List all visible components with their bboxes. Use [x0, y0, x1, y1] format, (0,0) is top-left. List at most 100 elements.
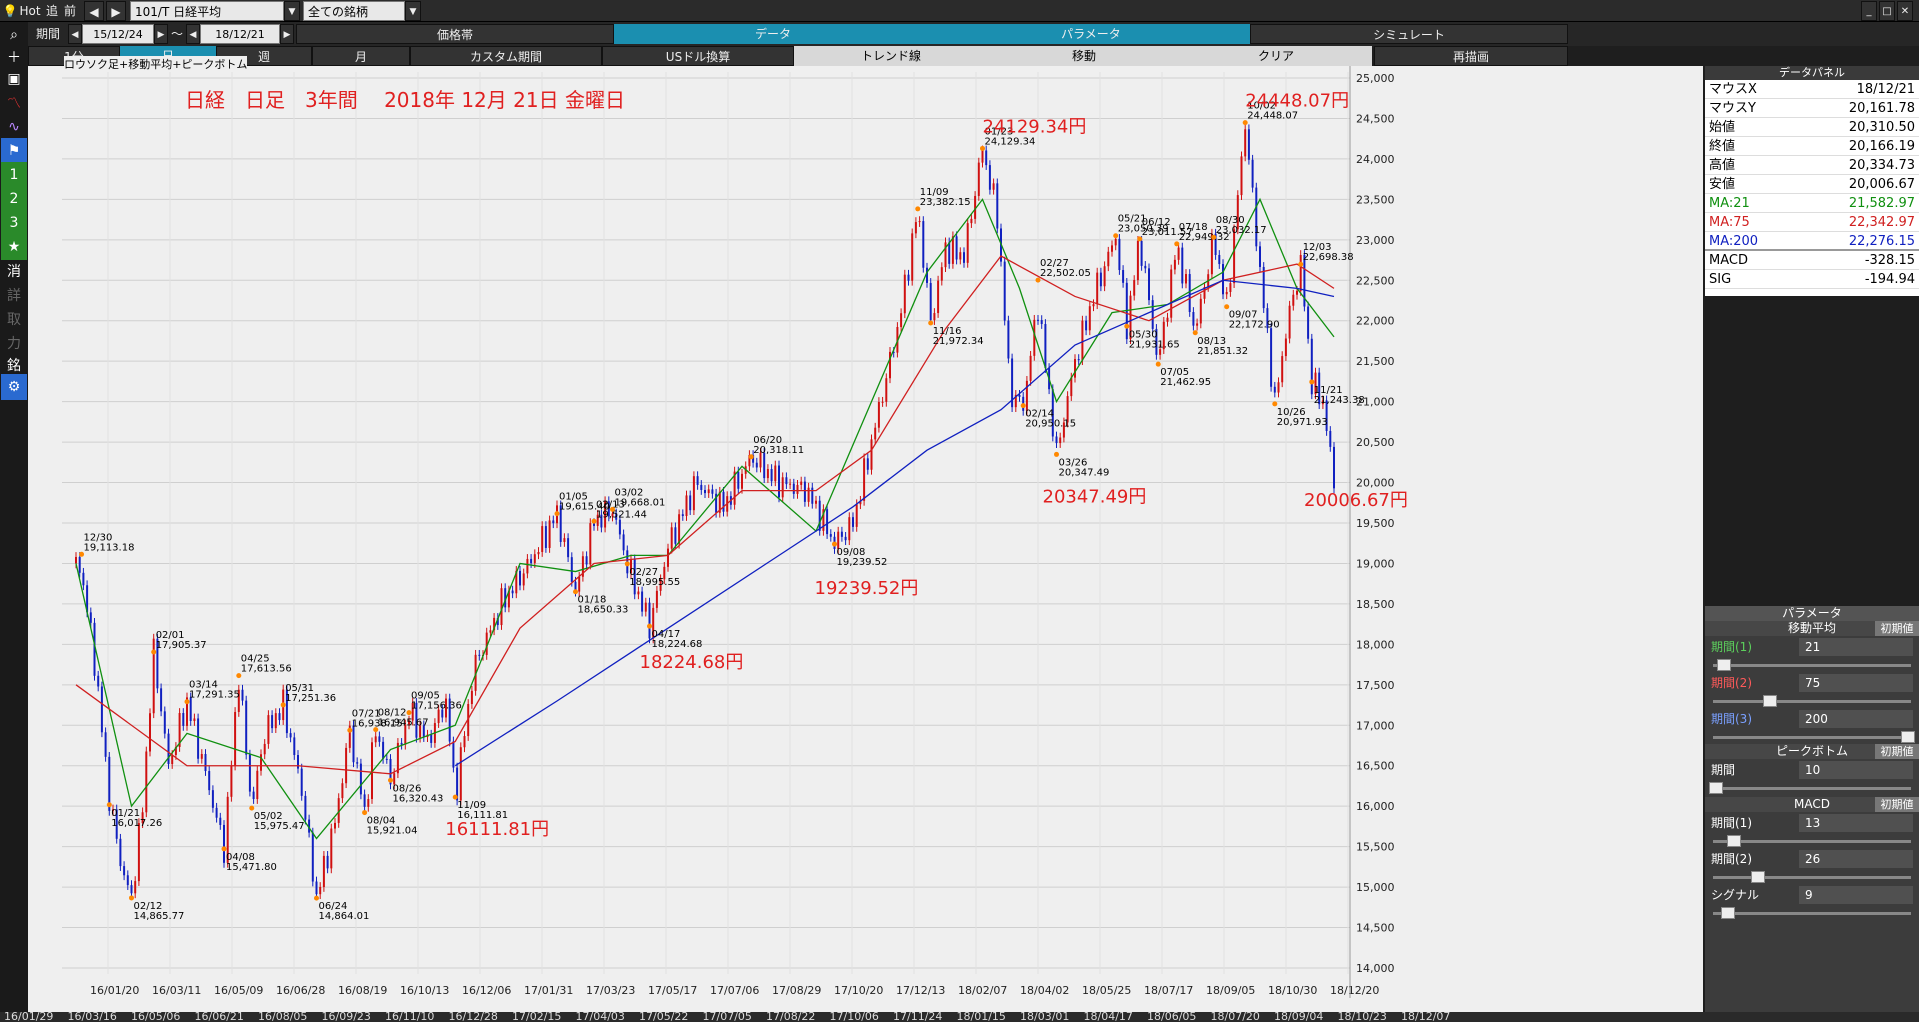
ma-period-1-input[interactable]: 21: [1799, 638, 1913, 656]
candle-body: [515, 570, 518, 594]
erase-button[interactable]: 消: [7, 264, 21, 280]
tab-simulate[interactable]: シミュレート: [1250, 24, 1568, 44]
custom-period-button[interactable]: カスタム期間: [410, 46, 602, 66]
candle-body: [134, 881, 137, 894]
ma-period-3-slider[interactable]: [1705, 730, 1919, 744]
candle-body: [1096, 272, 1099, 305]
macd-init-button[interactable]: 初期値: [1875, 797, 1919, 812]
wave-icon[interactable]: ∿: [8, 119, 20, 135]
trendline-button[interactable]: トレンド線: [794, 46, 988, 66]
nav-button-1[interactable]: 追: [45, 4, 58, 18]
ma-period-2-input[interactable]: 75: [1799, 674, 1913, 692]
data-row-key: 安値: [1709, 177, 1736, 192]
trade-button[interactable]: 取: [7, 312, 21, 328]
tab-data[interactable]: データ: [614, 24, 932, 44]
macd-period-2-slider[interactable]: [1705, 870, 1919, 884]
nav-button-2[interactable]: 前: [63, 4, 76, 18]
symbol-field[interactable]: 101/T 日経平均: [130, 1, 284, 21]
data-row-value: 20,166.19: [1848, 139, 1915, 154]
x-tick-label: 18/05/25: [1082, 984, 1131, 997]
trough-marker: [1309, 379, 1315, 385]
peak-date-label: 04/25: [241, 654, 270, 665]
stock-button[interactable]: 銘: [7, 358, 21, 374]
macd-period-1-slider[interactable]: [1705, 834, 1919, 848]
plus-icon[interactable]: ＋: [7, 50, 21, 66]
ma-init-button[interactable]: 初期値: [1875, 621, 1919, 636]
y-tick-label: 16,000: [1356, 800, 1395, 813]
candle-body: [892, 351, 895, 353]
peak-marker: [1298, 261, 1304, 267]
peakbottom-init-button[interactable]: 初期値: [1875, 744, 1919, 759]
candlestick-chart[interactable]: 25,000 24,500 24,000 23,500 23,000 22,500 22,0…: [28, 66, 1703, 1012]
candle-body: [981, 150, 984, 163]
detail-button[interactable]: 詳: [7, 288, 21, 304]
bulb-icon[interactable]: 💡: [2, 4, 18, 18]
power-button[interactable]: 力: [7, 336, 21, 352]
prev-arrow-icon[interactable]: ◀: [84, 1, 104, 21]
camera-icon[interactable]: ▣: [7, 71, 21, 87]
candle-body: [552, 520, 555, 524]
search-icon[interactable]: ⌕: [10, 27, 18, 43]
start-next-icon[interactable]: ▶: [154, 24, 168, 44]
move-button[interactable]: 移動: [988, 46, 1180, 66]
layout-3-button[interactable]: 3: [1, 210, 27, 236]
start-date-field[interactable]: 15/12/24: [82, 24, 154, 44]
candle-body: [585, 556, 588, 565]
ma-period-2-slider[interactable]: [1705, 694, 1919, 708]
y-tick-label: 23,000: [1356, 234, 1395, 247]
end-next-icon[interactable]: ▶: [280, 24, 294, 44]
date-scrollbar[interactable]: 16/01/29 16/03/16 16/05/06 16/06/21 16/08/05…: [0, 1012, 1919, 1022]
timeframe-month[interactable]: 月: [312, 46, 410, 66]
chart-icon[interactable]: 〽: [7, 96, 21, 112]
layout-1-button[interactable]: 1: [1, 162, 27, 188]
candle-body: [1255, 187, 1258, 247]
trough-value-label: 16,017.26: [111, 818, 162, 829]
candle-body: [152, 638, 155, 714]
candle-body: [1281, 356, 1284, 383]
candle-body: [356, 762, 359, 764]
hot-button[interactable]: Hot: [19, 4, 41, 18]
candle-body: [137, 823, 140, 882]
maximize-icon[interactable]: □: [1879, 1, 1895, 21]
close-icon[interactable]: ✕: [1897, 1, 1913, 21]
tab-price-band[interactable]: 価格帯: [296, 24, 614, 44]
filter-select[interactable]: 全ての銘柄: [303, 1, 405, 21]
candle-body: [611, 513, 614, 517]
next-arrow-icon[interactable]: ▶: [106, 1, 126, 21]
layout-2-button[interactable]: 2: [1, 186, 27, 212]
end-prev-icon[interactable]: ◀: [186, 24, 200, 44]
minimize-icon[interactable]: _: [1861, 1, 1877, 21]
flag-icon[interactable]: ⚑: [1, 138, 27, 164]
data-row: マウスY 20,161.78: [1705, 99, 1919, 118]
macd-period-2-input[interactable]: 26: [1799, 850, 1913, 868]
peakbottom-period-input[interactable]: 10: [1799, 761, 1913, 779]
clear-button[interactable]: クリア: [1180, 46, 1372, 66]
tab-parameters[interactable]: パラメータ: [932, 24, 1250, 44]
trough-marker: [1054, 451, 1059, 457]
candle-body: [681, 514, 684, 517]
start-prev-icon[interactable]: ◀: [68, 24, 82, 44]
trough-value-label: 21,972.34: [933, 336, 984, 347]
macd-period-1-input[interactable]: 13: [1799, 814, 1913, 832]
candle-body: [1181, 247, 1184, 284]
end-date-field[interactable]: 18/12/21: [200, 24, 280, 44]
chevron-down-icon[interactable]: ▼: [405, 1, 421, 21]
chevron-down-icon[interactable]: ▼: [284, 1, 300, 21]
x-tick-label: 17/03/23: [586, 984, 635, 997]
macd-signal-slider[interactable]: [1705, 906, 1919, 920]
candle-body: [648, 602, 651, 639]
trough-date-label: 08/04: [367, 816, 396, 827]
chart-area[interactable]: 25,000 24,500 24,000 23,500 23,000 22,500 22,0…: [28, 56, 1703, 1012]
usd-convert-button[interactable]: USドル換算: [602, 46, 794, 66]
star-icon[interactable]: ★: [1, 234, 27, 260]
ma-period-1-slider[interactable]: [1705, 658, 1919, 672]
ma-period-3-input[interactable]: 200: [1799, 710, 1913, 728]
peakbottom-slider[interactable]: [1705, 781, 1919, 795]
gear-icon[interactable]: ⚙: [1, 374, 27, 400]
candle-body: [618, 519, 621, 535]
macd-signal-input[interactable]: 9: [1799, 886, 1913, 904]
x-tick-label: 17/10/20: [834, 984, 883, 997]
candle-body: [393, 773, 396, 785]
redraw-button[interactable]: 再描画: [1374, 46, 1568, 66]
peak-date-label: 05/31: [285, 683, 314, 694]
